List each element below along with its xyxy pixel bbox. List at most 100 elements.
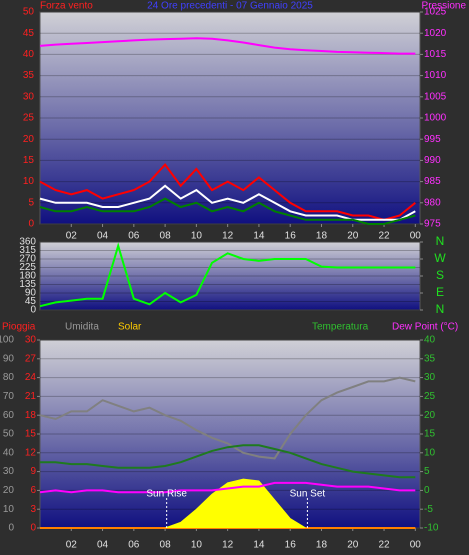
y2-tick-label: 1020 — [424, 28, 447, 39]
y3-tick-label: 0 — [30, 523, 36, 534]
x-tick-label: 22 — [378, 540, 390, 551]
y-tick-label: 15 — [23, 155, 35, 166]
y2-tick-label: W — [434, 251, 446, 265]
y2-tick-label: 1015 — [424, 49, 447, 60]
series-label: Umidita — [65, 322, 99, 333]
x-tick-label: 14 — [253, 540, 265, 551]
x-tick-label: 08 — [160, 540, 172, 551]
y3-tick-label: 12 — [25, 447, 37, 458]
x-tick-label: 20 — [347, 231, 359, 242]
x-tick-label: 06 — [128, 540, 140, 551]
x-tick-label: 06 — [128, 231, 140, 242]
y-tick-label: 35 — [23, 70, 35, 81]
y-tick-label: 20 — [23, 134, 35, 145]
y-tick-label: 90 — [3, 353, 15, 364]
x-tick-label: 12 — [222, 540, 234, 551]
y-tick-label: 0 — [8, 523, 14, 534]
y3-tick-label: 15 — [25, 429, 37, 440]
plot-area — [39, 11, 421, 225]
y-tick-label: 315 — [19, 245, 36, 256]
x-tick-label: 20 — [347, 540, 359, 551]
y-tick-label: 10 — [23, 176, 35, 187]
y-tick-label: 135 — [19, 279, 36, 290]
y-tick-label: 30 — [3, 466, 15, 477]
y2-tick-label: 0 — [424, 485, 430, 496]
annotation-label: Sun Rise — [146, 489, 187, 500]
y3-tick-label: 24 — [25, 372, 37, 383]
line — [39, 481, 416, 494]
y2-tick-label: -5 — [424, 504, 433, 515]
area — [40, 478, 416, 529]
y-tick-label: 180 — [19, 271, 36, 282]
x-tick-label: 02 — [66, 540, 78, 551]
y-tick-label: 25 — [23, 113, 35, 124]
x-tick-label: 04 — [97, 540, 109, 551]
y-tick-label: 225 — [19, 262, 36, 273]
y2-tick-label: 1005 — [424, 91, 447, 102]
x-tick-label: 12 — [222, 231, 234, 242]
y2-tick-label: N — [436, 234, 445, 248]
y3-tick-label: 21 — [25, 391, 37, 402]
x-tick-label: 22 — [378, 231, 390, 242]
series-label: Pioggia — [2, 322, 36, 333]
x-tick-label: 08 — [160, 231, 172, 242]
y2-tick-label: 5 — [424, 466, 430, 477]
y-tick-label: 70 — [3, 391, 15, 402]
y-tick-label: 30 — [23, 91, 35, 102]
x-tick-label: 18 — [316, 231, 328, 242]
y-tick-label: 50 — [3, 429, 15, 440]
line — [39, 242, 416, 308]
x-tick-label: 02 — [66, 231, 78, 242]
x-tick-label: 00 — [410, 231, 422, 242]
y-tick-label: 360 — [19, 237, 36, 248]
y2-tick-label: 980 — [424, 197, 441, 208]
y-tick-label: 45 — [25, 296, 37, 307]
y-tick-label: 80 — [3, 372, 15, 383]
y2-tick-label: 10 — [424, 447, 436, 458]
annotation-label: Sun Set — [290, 489, 326, 500]
x-tick-label: 16 — [285, 540, 297, 551]
y-tick-label: 270 — [19, 254, 36, 265]
y-tick-label: 40 — [23, 49, 35, 60]
y-tick-label: 45 — [23, 28, 35, 39]
line — [39, 163, 416, 221]
y2-tick-label: 30 — [424, 372, 436, 383]
y-tick-label: 10 — [3, 504, 15, 515]
y2-tick-label: 25 — [424, 391, 436, 402]
y2-tick-label: 1000 — [424, 113, 447, 124]
y2-tick-label: 975 — [424, 219, 441, 230]
line — [39, 37, 416, 55]
y2-tick-label: S — [436, 268, 444, 282]
y2-tick-label: 1010 — [424, 70, 447, 81]
x-tick-label: 00 — [410, 540, 422, 551]
y2-tick-label: 20 — [424, 410, 436, 421]
y-tick-label: 100 — [0, 335, 14, 346]
x-tick-label: 18 — [316, 540, 328, 551]
y-tick-label: 0 — [28, 219, 34, 230]
x-tick-label: 14 — [253, 231, 265, 242]
y2-tick-label: 995 — [424, 134, 441, 145]
x-tick-label: 16 — [285, 231, 297, 242]
y2-tick-label: 35 — [424, 353, 436, 364]
y2-tick-label: 985 — [424, 176, 441, 187]
y-tick-label: 60 — [3, 410, 15, 421]
series-label: Temperatura — [312, 322, 369, 333]
series-label: Forza vento — [40, 1, 93, 12]
y2-tick-label: -10 — [424, 523, 439, 534]
y2-tick-label: 990 — [424, 155, 441, 166]
y3-tick-label: 6 — [30, 485, 36, 496]
line — [39, 197, 416, 225]
y-tick-label: 20 — [3, 485, 15, 496]
x-tick-label: 10 — [191, 540, 203, 551]
series-label: Solar — [118, 322, 142, 333]
y-tick-label: 0 — [30, 305, 36, 316]
y2-tick-label: N — [436, 302, 445, 316]
line — [40, 444, 416, 479]
y2-tick-label: 1025 — [424, 7, 447, 18]
y3-tick-label: 27 — [25, 353, 37, 364]
y2-tick-label: 40 — [424, 335, 436, 346]
series-label: Pressione — [422, 1, 467, 12]
y3-tick-label: 18 — [25, 410, 37, 421]
y3-tick-label: 30 — [25, 335, 37, 346]
